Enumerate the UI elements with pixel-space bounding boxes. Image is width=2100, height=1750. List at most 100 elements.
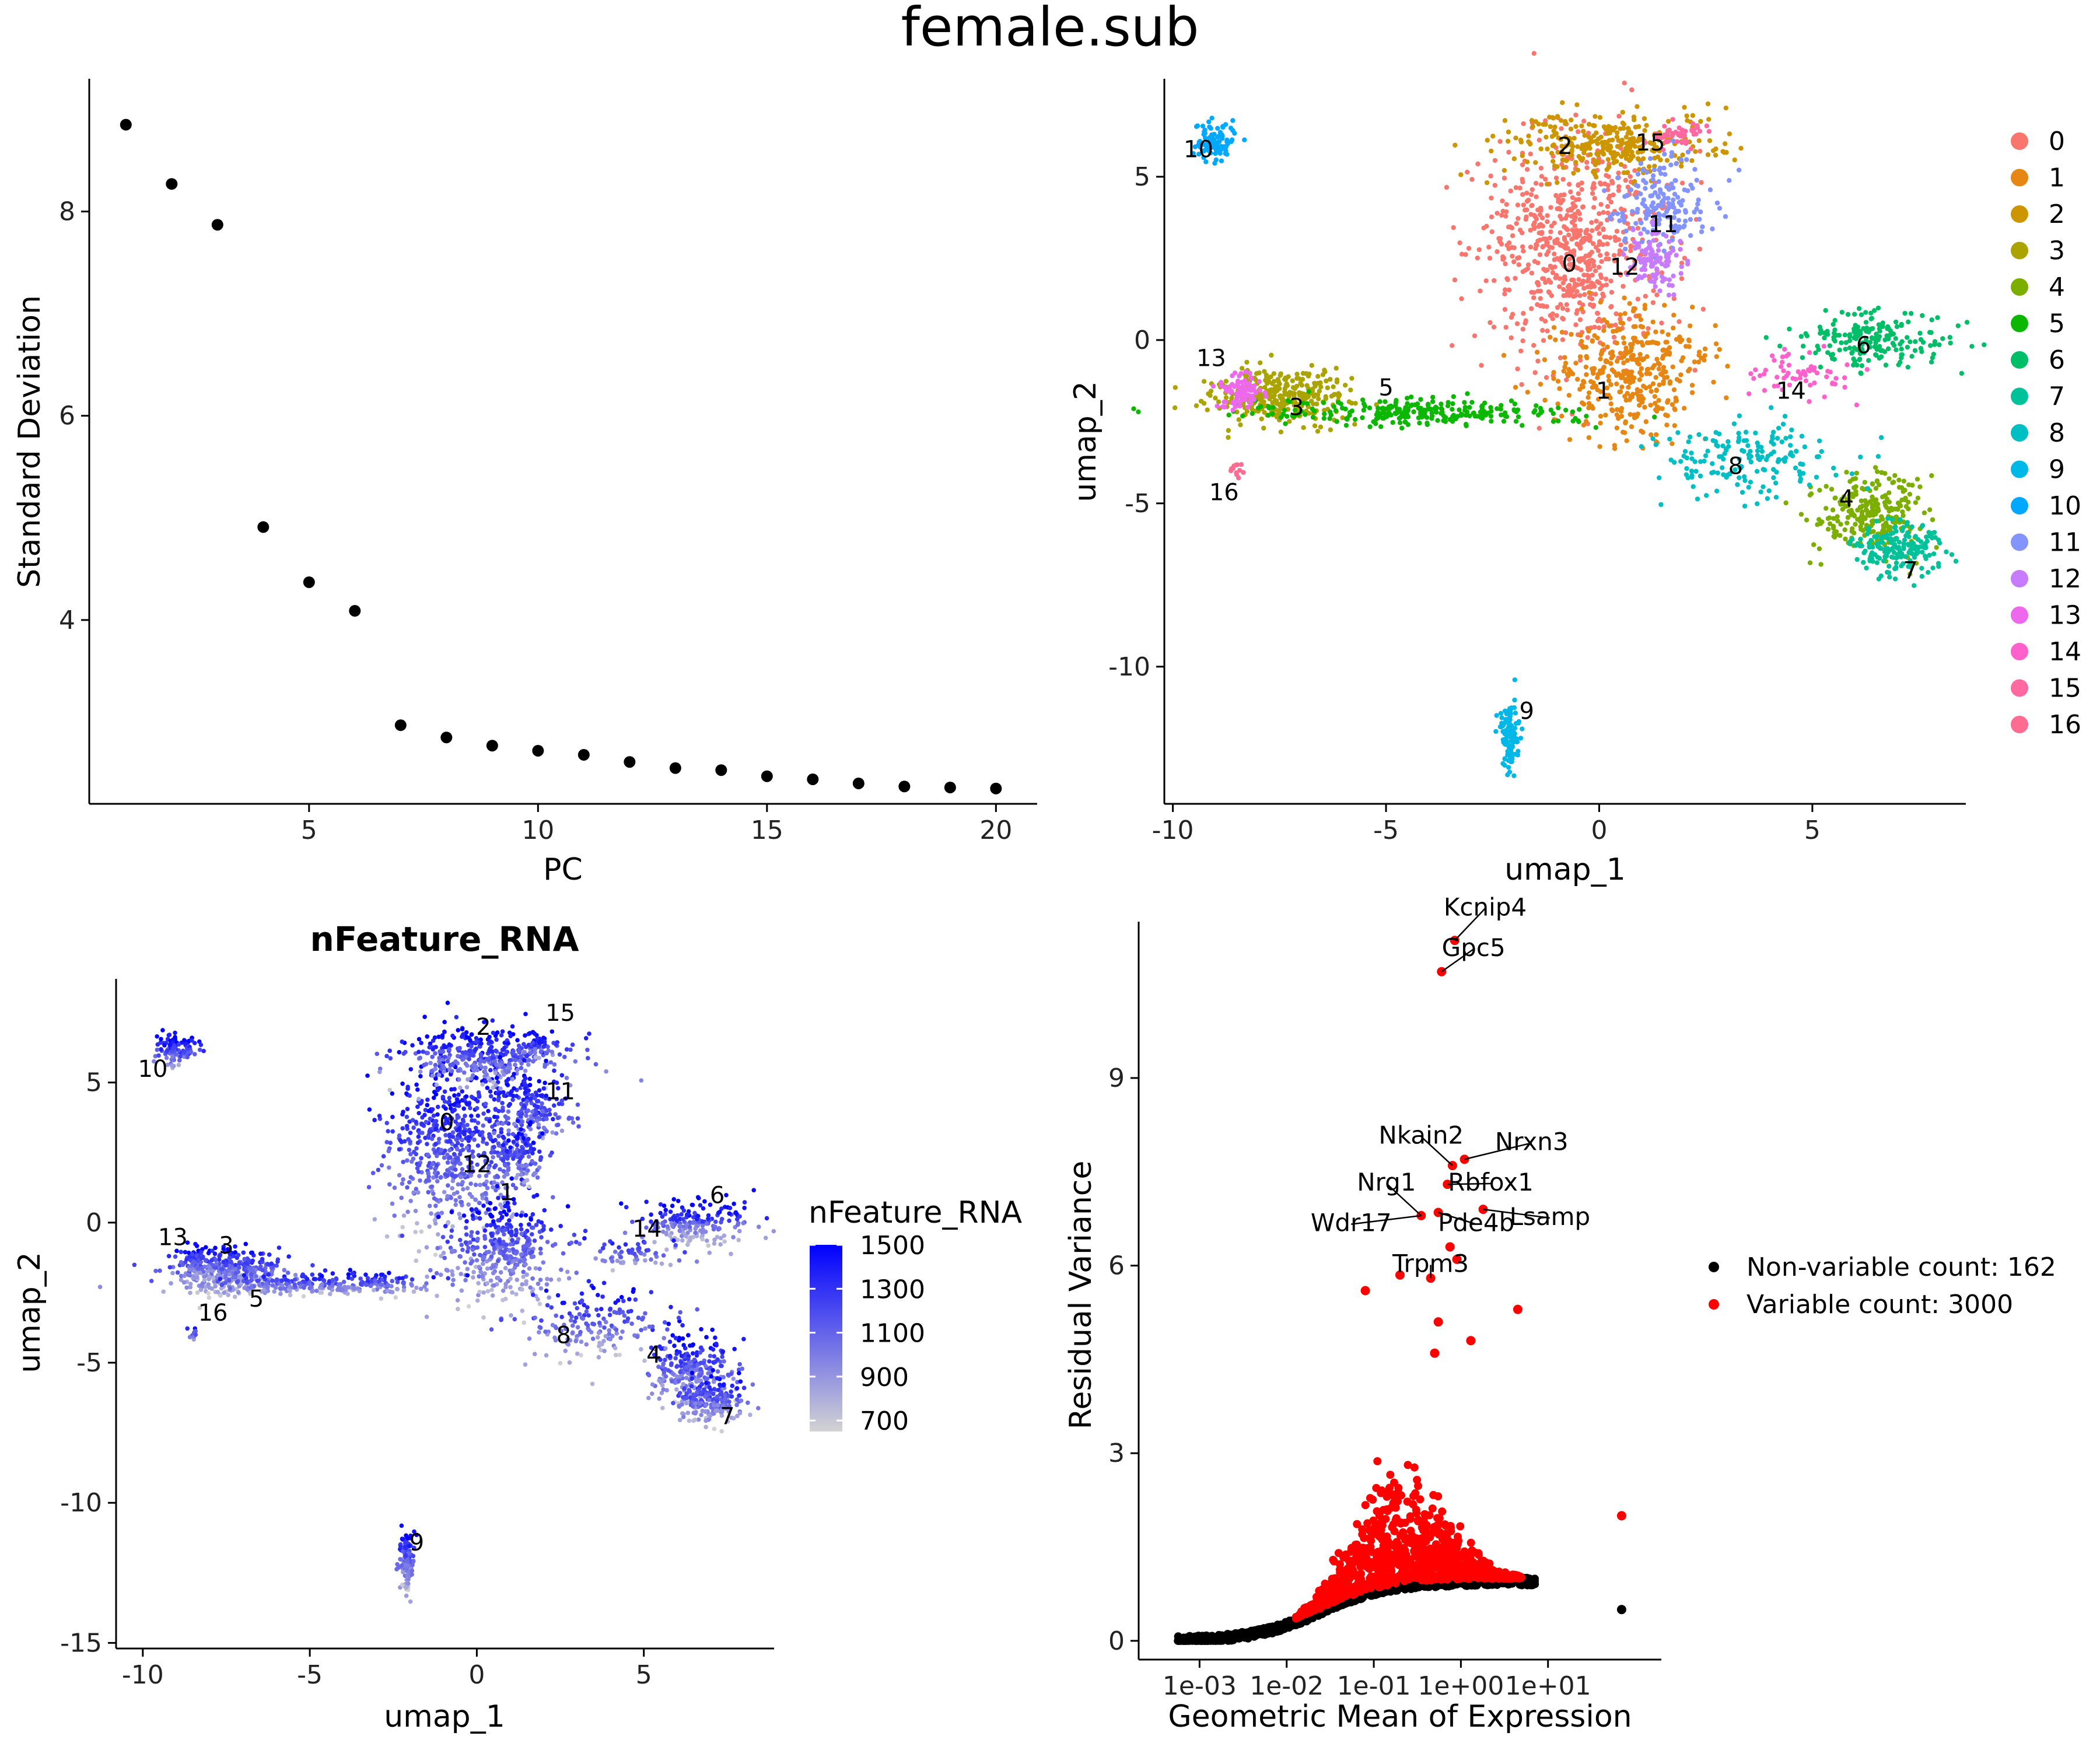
- umap-cell-point: [1248, 376, 1254, 381]
- feature-cell-point: [506, 1041, 510, 1046]
- umap-cell-point: [1661, 191, 1666, 197]
- umap-cell-point: [1874, 533, 1880, 538]
- umap-cell-point: [1832, 356, 1837, 362]
- feature-cell-point: [416, 1056, 422, 1061]
- umap-cell-point: [1320, 372, 1326, 377]
- feature-cell-point: [533, 1266, 538, 1271]
- umap-cell-point: [1635, 340, 1640, 345]
- umap-cell-point: [1652, 414, 1657, 420]
- feature-cell-point: [492, 1245, 497, 1250]
- umap-cell-point: [1533, 119, 1539, 124]
- umap-cell-point: [1860, 342, 1865, 347]
- feature-cell-point: [503, 1266, 508, 1270]
- umap-cell-point: [1909, 544, 1915, 549]
- umap-cell-point: [1689, 468, 1695, 474]
- umap-cell-point: [1632, 266, 1637, 271]
- umap-cell-point: [1616, 138, 1621, 144]
- feature-cell-point: [568, 1047, 573, 1052]
- umap-cell-point: [1814, 474, 1819, 480]
- umap-cell-point: [1628, 248, 1633, 254]
- feature-cell-point: [452, 1152, 457, 1157]
- umap-cell-point: [1562, 264, 1567, 270]
- umap-cell-point: [1771, 475, 1776, 481]
- feature-cell-point: [506, 1261, 511, 1266]
- umap-cell-point: [1549, 150, 1555, 156]
- umap-cell-point: [1588, 379, 1594, 384]
- umap-cell-point: [1861, 550, 1867, 555]
- umap-cell-point: [1619, 138, 1625, 143]
- umap-cell-point: [1934, 545, 1939, 550]
- umap-cell-point: [1578, 228, 1583, 233]
- feature-cell-point: [453, 1202, 458, 1208]
- umap-cell-point: [1648, 388, 1654, 394]
- feature-cell-point: [400, 1126, 405, 1131]
- umap-cell-point: [1807, 350, 1812, 355]
- feature-cell-point: [537, 1229, 542, 1234]
- feature-cell-point: [405, 1086, 410, 1091]
- umap-cell-point: [1285, 398, 1291, 404]
- feature-cell-point: [484, 1072, 489, 1077]
- umap-cell-point: [1597, 239, 1602, 244]
- umap-cell-point: [1780, 354, 1785, 359]
- umap-cell-point: [1682, 104, 1687, 110]
- umap-cell-point: [1859, 509, 1865, 515]
- umap-cell-point: [1678, 247, 1683, 252]
- umap-cell-point: [1789, 427, 1794, 433]
- umap-cell-point: [1213, 150, 1218, 156]
- umap-cell-point: [1513, 275, 1518, 281]
- feature-cell-point: [366, 1185, 372, 1189]
- umap-cell-point: [1271, 379, 1277, 384]
- umap-cell-point: [1506, 130, 1511, 135]
- umap-cell-point: [1374, 412, 1380, 418]
- umap-cell-point: [1278, 393, 1283, 398]
- feature-cell-point: [550, 1243, 555, 1248]
- umap-cell-point: [1891, 555, 1896, 560]
- umap-cell-point: [1651, 238, 1656, 243]
- umap-cell-point: [1899, 346, 1904, 352]
- umap-cell-point: [1632, 258, 1637, 264]
- umap-cell-point: [1689, 158, 1695, 163]
- feature-cell-point: [519, 1066, 524, 1070]
- umap-cell-point: [1465, 391, 1470, 397]
- umap-cell-point: [1521, 202, 1526, 208]
- feature-cell-point: [455, 1298, 460, 1303]
- feature-cell-point: [518, 1054, 523, 1059]
- feature-cell-point: [424, 1119, 429, 1125]
- feature-cell-point: [492, 1144, 496, 1150]
- feature-cell-point: [460, 1180, 465, 1185]
- umap-cell-point: [1452, 277, 1458, 283]
- umap-cell-point: [1717, 346, 1722, 352]
- umap-cell-point: [1881, 558, 1887, 564]
- umap-cell-point: [1595, 397, 1601, 402]
- feature-cell-point: [408, 1130, 413, 1135]
- feature-cell-point: [402, 1139, 407, 1144]
- umap-cell-point: [1489, 214, 1494, 220]
- umap-cell-point: [1590, 405, 1595, 411]
- umap-cell-point: [1515, 752, 1521, 758]
- umap-cell-point: [1870, 326, 1875, 331]
- feature-cell-point: [442, 1020, 447, 1024]
- feature-cell-point: [472, 1138, 477, 1142]
- umap-cell-point: [1606, 378, 1612, 383]
- umap-cell-point: [1581, 150, 1587, 156]
- umap-cell-point: [1506, 240, 1512, 246]
- feature-cell-point: [400, 1233, 405, 1238]
- umap-cell-point: [1234, 462, 1240, 467]
- feature-cell-point: [470, 1213, 475, 1218]
- umap-cell-point: [1880, 348, 1885, 354]
- feature-cell-point: [522, 1320, 527, 1325]
- umap-cell-point: [1914, 549, 1920, 555]
- umap-cell-point: [1608, 200, 1614, 205]
- umap-cell-point: [1469, 177, 1475, 182]
- umap-cell-point: [1429, 413, 1435, 419]
- feature-cell-point: [377, 1069, 382, 1074]
- umap-cell-point: [1670, 441, 1675, 446]
- umap-cell-point: [1600, 143, 1606, 148]
- umap-cell-point: [1653, 329, 1658, 335]
- umap-cell-point: [1292, 414, 1297, 419]
- umap-cell-point: [1732, 157, 1737, 163]
- umap-cell-point: [1239, 396, 1245, 401]
- umap-cell-point: [1688, 216, 1693, 222]
- feature-cell-point: [463, 1061, 468, 1066]
- umap-cell-point: [1707, 187, 1713, 192]
